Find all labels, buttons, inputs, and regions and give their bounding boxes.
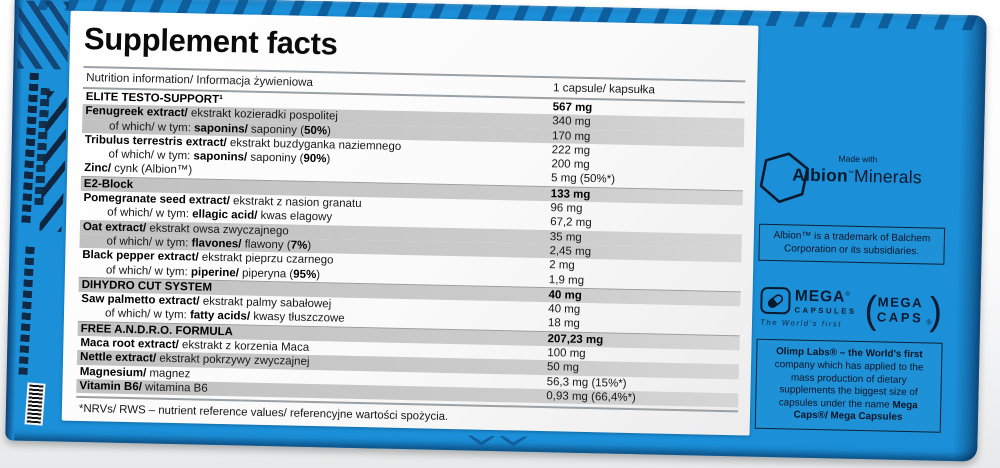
albion-trademark-note: Albion™ is a trademark of Balchem Corpor… [758, 223, 946, 266]
mega-caps-logo: ( MEGA CAPS ® ) [864, 287, 943, 333]
olimp-labs-note: Olimp Labs® – the World's first company … [754, 339, 943, 433]
label-title: Supplement facts [83, 20, 338, 62]
barcode [24, 382, 46, 426]
albion-wordmark: Made with Albion™Minerals [792, 152, 949, 188]
box-side-face [5, 0, 69, 442]
supplement-box: Supplement facts Nutrition information/ … [5, 0, 987, 462]
brand-logos-row: MEGA® CAPSULES The World's first ( MEGA … [760, 287, 943, 333]
worlds-first-tagline: The World's first [760, 318, 843, 330]
side-branding-decoration [18, 244, 35, 375]
mega-capsules-logo: MEGA® CAPSULES The World's first [760, 287, 857, 330]
side-panel: Made with Albion™Minerals Albion™ is a t… [748, 29, 957, 433]
albion-brand-text: Albion™Minerals [792, 164, 923, 188]
header-serving-size: 1 capsule/ kapsułka [552, 81, 656, 97]
made-with-text: Made with [838, 153, 878, 165]
chevron-watermark-icon [467, 435, 528, 447]
albion-minerals-logo: Made with Albion™Minerals [757, 146, 948, 214]
corner-stripes-decoration [17, 0, 69, 70]
capsule-icon [760, 287, 791, 315]
paren-close-glyph: ) [929, 289, 943, 333]
supplement-facts-label: Supplement facts Nutrition information/ … [61, 10, 759, 436]
paren-open-glyph: ( [864, 287, 878, 332]
mega-capsules-wordmark: MEGA® [794, 287, 851, 307]
albion-hexagon-icon [759, 152, 809, 203]
facts-rows: ELITE TESTO-SUPPORT¹ 567 mg Fenugreek extr… [76, 90, 745, 408]
